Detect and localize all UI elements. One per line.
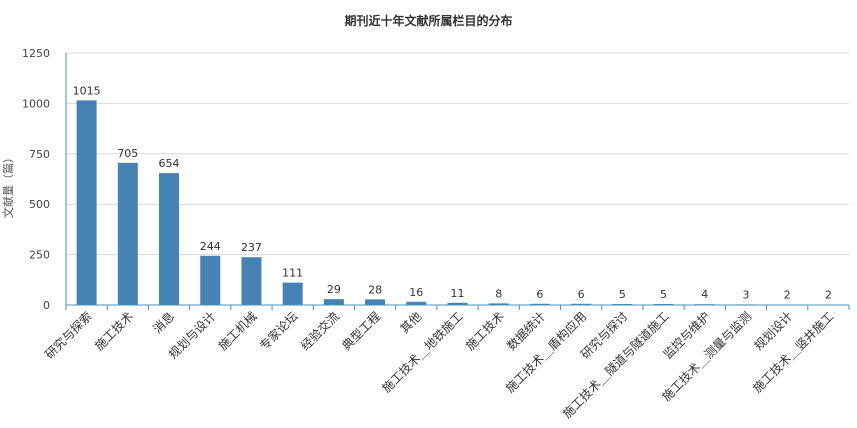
data-label: 705 [117,147,138,160]
data-label: 5 [619,288,626,301]
y-tick-label: 250 [29,249,50,262]
data-labels: 1015 705 654 244 237 111 29 28 16 11 8 6 6 5 5 4 3 2 2 [73,84,832,301]
data-label: 654 [159,157,180,170]
bars [76,100,839,306]
bar [365,299,386,305]
data-label: 3 [742,288,749,301]
data-label: 4 [701,288,708,301]
bar [447,302,468,305]
x-tick-label: 施工技术＿竖井施工 [750,309,836,395]
y-tick-label: 750 [29,148,50,161]
bar [76,100,97,305]
bar [653,303,674,305]
bar [488,303,509,305]
data-label: 244 [200,240,221,253]
data-label: 11 [451,287,465,300]
x-tick-label: 专家论坛 [256,309,301,354]
bar [529,303,550,305]
data-label: 237 [241,241,262,254]
x-tick-label: 施工技术 [463,309,507,353]
bar [282,282,303,305]
data-label: 2 [825,289,832,302]
data-label: 5 [660,288,667,301]
bar [117,162,138,305]
data-label: 6 [536,288,543,301]
bar [323,299,344,305]
x-tick-label: 消息 [150,309,178,337]
y-axis: 0 250 500 750 1000 1250 [22,47,67,312]
data-label: 16 [409,286,423,299]
x-tick-label: 施工技术＿地铁施工 [379,309,465,395]
data-label: 2 [784,289,791,302]
x-tick-label: 研究与探索 [42,309,95,362]
bar [406,301,427,305]
bar [241,257,262,305]
data-label: 6 [578,288,585,301]
x-tick-label: 经验交流 [297,309,342,354]
x-tick-label: 施工技术 [92,309,136,353]
bar [159,173,180,305]
y-tick-label: 1250 [22,47,50,60]
bar [612,303,633,305]
bar [200,255,221,305]
data-label: 8 [495,287,502,300]
y-tick-label: 500 [29,198,50,211]
y-axis-title: 文献量（篇） [1,152,15,218]
data-label: 1015 [73,84,101,97]
bar [571,303,592,305]
x-tick-label: 其他 [398,309,425,336]
y-tick-label: 0 [43,299,50,312]
x-tick-label: 施工机械 [215,309,260,354]
grid-lines [66,52,849,256]
x-tick-label: 典型工程 [339,309,384,354]
data-label: 29 [327,283,341,296]
data-label: 28 [368,283,382,296]
chart-title: 期刊近十年文献所属栏目的分布 [344,14,513,28]
x-tick-label: 施工技术＿盾构应用 [502,309,589,396]
data-label: 111 [282,267,303,280]
y-tick-label: 1000 [22,97,50,110]
